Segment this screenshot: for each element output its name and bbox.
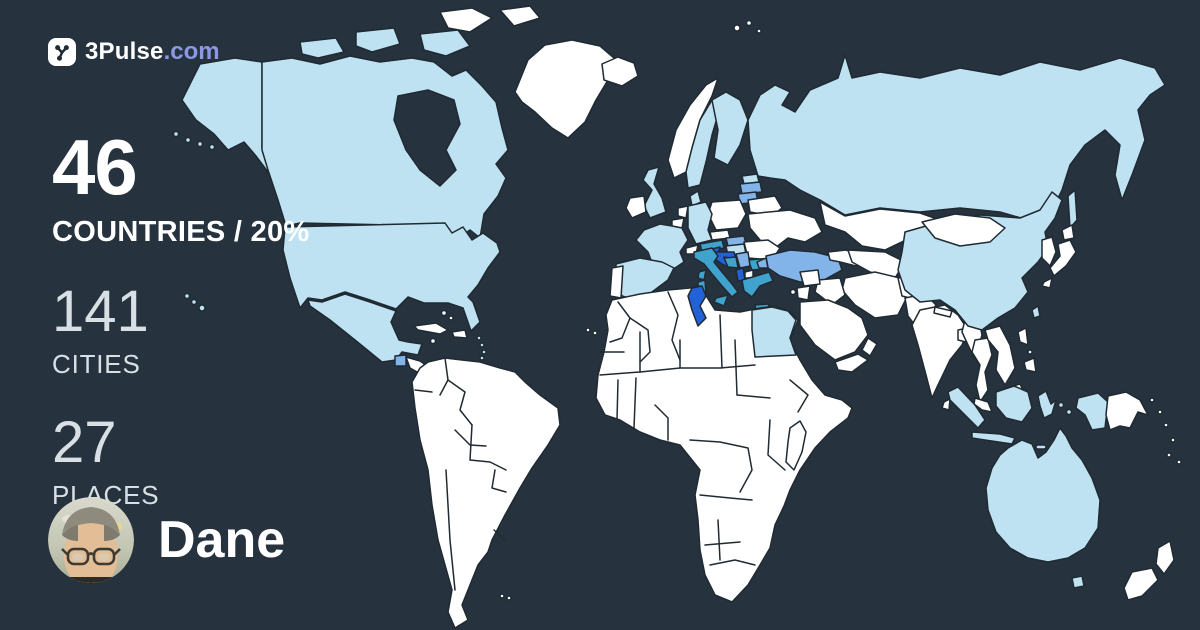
island-sulawesi [1037, 390, 1057, 419]
country-papua-new-guinea [1105, 391, 1149, 431]
country-india [911, 304, 969, 399]
island-sicily [713, 294, 729, 307]
country-portugal [609, 265, 624, 299]
country-iran [841, 271, 909, 319]
caribbean-islands [413, 309, 487, 361]
hudson-bay [393, 89, 461, 187]
country-saudi-arabia [799, 299, 869, 361]
country-tunisia [687, 285, 707, 327]
country-turkey-thrace [756, 257, 769, 269]
island-corsica [697, 269, 707, 281]
country-oman [861, 337, 878, 357]
region-africa [585, 285, 853, 603]
island-borneo [995, 385, 1033, 423]
island-sakhalin [1067, 189, 1078, 229]
canadian-arctic-islands [299, 5, 541, 59]
region-oceania [947, 385, 1182, 601]
country-united-states [282, 222, 501, 332]
country-germany [687, 201, 713, 245]
region-west-papua [1075, 392, 1109, 431]
country-ireland [625, 195, 647, 219]
falkland-islands [499, 593, 512, 601]
region-indochina [984, 325, 1016, 386]
canary-islands [585, 327, 598, 336]
country-syria [799, 269, 821, 287]
country-latvia [739, 181, 763, 195]
country-philippines [1017, 327, 1037, 373]
continent-south-america [411, 357, 561, 629]
region-asia [747, 54, 1166, 413]
country-turkey [765, 249, 843, 283]
country-nepal [933, 306, 953, 318]
country-norway [667, 77, 719, 179]
region-korea [1041, 236, 1057, 267]
country-ukraine [747, 209, 823, 249]
country-russia [747, 54, 1166, 236]
country-france [635, 223, 689, 271]
country-malaysia [973, 397, 993, 413]
country-iraq [814, 277, 846, 306]
maluku-islands [1057, 401, 1073, 416]
aleutian-islands [172, 130, 216, 151]
hawaiian-islands [183, 292, 206, 312]
country-japan [1041, 224, 1077, 289]
country-poland [707, 199, 747, 231]
africa-borders [599, 291, 809, 566]
country-italy [693, 247, 739, 298]
country-egypt [751, 306, 797, 358]
country-madagascar [785, 420, 807, 471]
region-south-america [411, 357, 561, 629]
region-levant [796, 285, 811, 301]
country-mexico [307, 293, 423, 363]
country-yemen [834, 353, 869, 373]
country-netherlands [677, 205, 689, 219]
country-greece [741, 271, 774, 298]
country-bosnia [723, 256, 739, 269]
south-america-borders [414, 357, 507, 591]
country-finland [711, 91, 749, 166]
region-north-america [172, 5, 615, 380]
island-java [971, 431, 1016, 445]
country-serbia [735, 251, 751, 269]
island-tasmania [1071, 575, 1085, 589]
country-sri-lanka [941, 398, 951, 411]
island-cyprus [789, 288, 797, 296]
island-taiwan [1031, 305, 1041, 319]
pacific-islands [1149, 397, 1182, 465]
country-cuba [413, 322, 449, 335]
country-new-zealand [1123, 540, 1175, 601]
country-guatemala [394, 354, 407, 367]
country-thailand [971, 337, 993, 403]
island-sumatra [947, 386, 986, 429]
country-canada [261, 55, 509, 241]
country-mongolia [921, 213, 1006, 247]
country-united-kingdom [642, 166, 667, 219]
country-denmark [689, 190, 702, 207]
svalbard [733, 19, 762, 34]
country-iceland [601, 56, 639, 87]
country-greenland [514, 39, 615, 139]
country-hispaniola [451, 329, 468, 339]
country-australia [985, 427, 1101, 563]
